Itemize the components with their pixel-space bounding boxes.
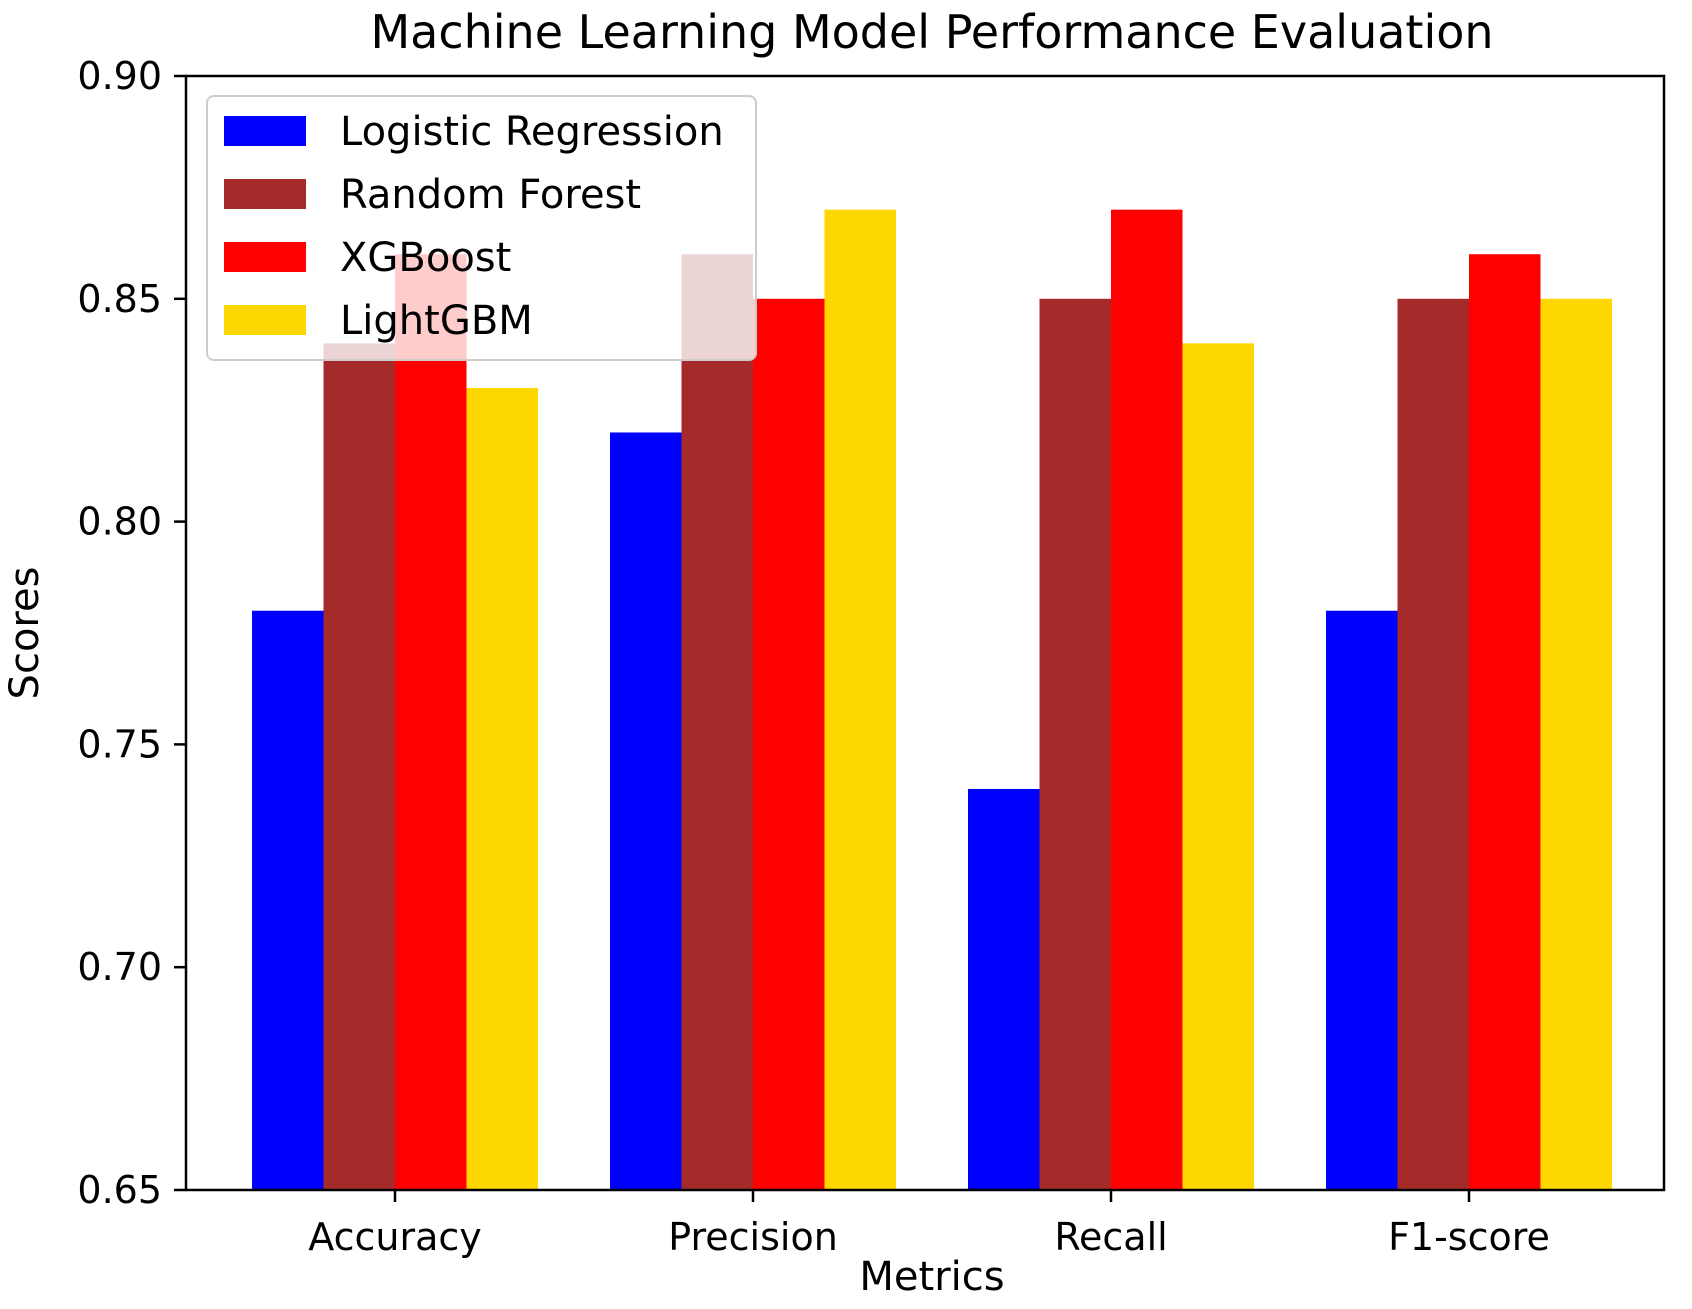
bar-lightgbm-accuracy [466,387,538,1190]
legend-label: Random Forest [340,172,641,218]
bar-xgboost-recall [1111,209,1183,1190]
chart-title: Machine Learning Model Performance Evalu… [370,5,1493,59]
bar-random-forest-accuracy [323,343,395,1190]
x-tick-label: Precision [668,1215,838,1259]
bar-logistic-regression-f1-score [1326,610,1398,1190]
bar-xgboost-f1-score [1469,254,1541,1191]
bar-random-forest-recall [1039,298,1111,1190]
x-tick-label: F1-score [1388,1215,1550,1259]
bar-lightgbm-precision [824,209,896,1190]
legend-frame [206,95,757,361]
y-tick-label: 0.85 [77,277,162,321]
bar-random-forest-precision [681,254,753,1191]
plot-frame [184,74,1666,1192]
bars-group [252,209,1612,1191]
y-tick-label: 0.90 [77,54,162,98]
bar-xgboost-accuracy [395,254,467,1191]
y-tick-label: 0.75 [77,722,162,766]
bar-random-forest-f1-score [1397,298,1469,1190]
legend-label: XGBoost [340,235,511,281]
bar-xgboost-precision [753,298,825,1190]
x-axis-ticks: Accuracy Precision Recall F1-score [308,1190,1550,1259]
legend-swatch [224,242,306,272]
y-axis-ticks: 0.65 0.70 0.75 0.80 0.85 0.90 [77,54,186,1212]
y-tick-label: 0.80 [77,500,162,544]
y-tick-label: 0.70 [77,945,162,989]
legend-swatch [224,305,306,335]
legend: Logistic Regression Random Forest XGBoost L… [206,95,757,361]
legend-swatch [224,179,306,209]
bar-logistic-regression-recall [968,788,1040,1190]
bar-lightgbm-recall [1182,343,1254,1190]
legend-label: LightGBM [340,298,533,344]
x-tick-label: Recall [1054,1215,1167,1259]
y-tick-label: 0.65 [77,1168,162,1212]
y-axis-label: Scores [2,567,48,700]
legend-swatch [224,116,306,146]
x-axis-label: Metrics [859,1254,1004,1300]
bar-logistic-regression-accuracy [252,610,324,1190]
bar-logistic-regression-precision [610,432,682,1191]
bar-lightgbm-f1-score [1540,298,1612,1190]
x-tick-label: Accuracy [308,1215,482,1259]
legend-label: Logistic Regression [340,109,724,155]
